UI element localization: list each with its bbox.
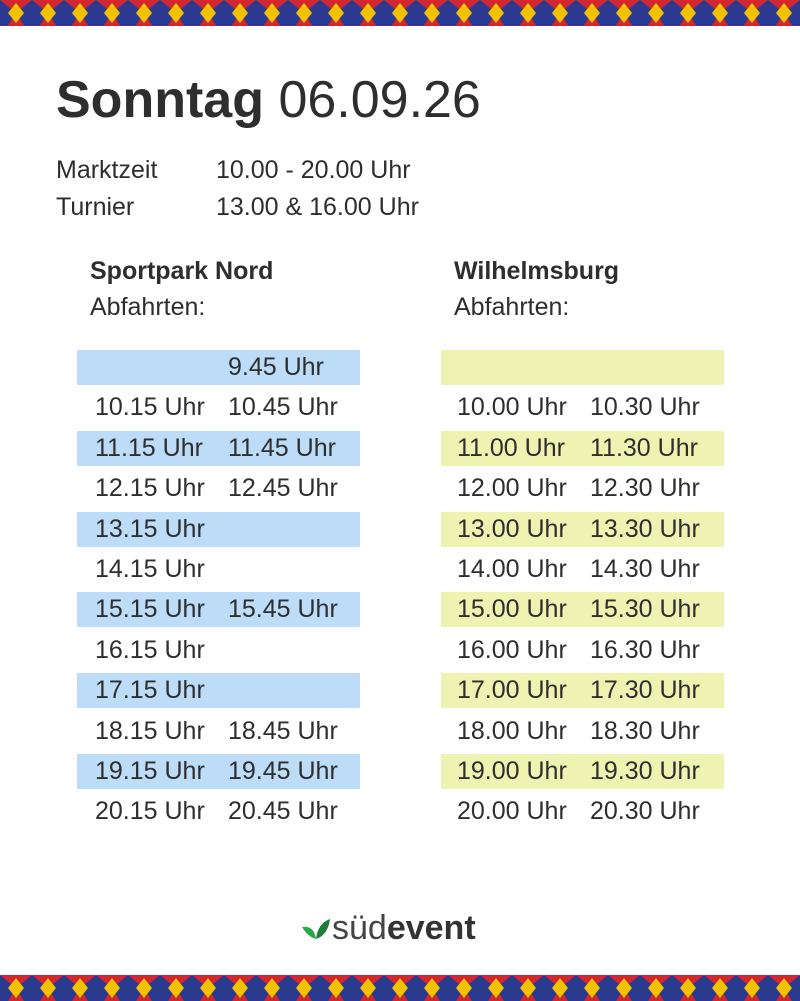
column-title: Sportpark Nord [90,257,274,285]
row-highlight [77,350,360,385]
departure-time: 20.00 Uhr [457,797,567,826]
departure-time: 17.00 Uhr [457,676,567,705]
departure-time: 10.30 Uhr [590,393,700,422]
departure-time: 16.15 Uhr [95,635,205,664]
departure-time: 15.00 Uhr [457,595,567,624]
departure-time: 13.30 Uhr [590,514,700,543]
row-highlight [77,673,360,709]
row-highlight [441,430,724,466]
departure-time: 19.45 Uhr [228,757,338,785]
departure-time: 10.00 Uhr [457,393,567,422]
column-title: Wilhelmsburg [454,257,620,285]
departure-time: 13.00 Uhr [457,514,567,543]
departure-time: 11.15 Uhr [95,433,203,462]
departure-time: 19.30 Uhr [590,757,700,785]
departure-time: 16.30 Uhr [590,635,700,664]
row-highlight [77,511,360,547]
row-highlight [441,754,724,789]
departure-time: 11.00 Uhr [457,433,565,462]
departure-time: 14.30 Uhr [590,555,700,583]
departure-time: 10.45 Uhr [228,393,338,422]
column-label: Abfahrten: [454,293,570,321]
departure-time: 18.15 Uhr [95,716,205,745]
departure-time: 13.15 Uhr [95,514,205,543]
day: Sonntag [56,71,264,129]
departure-time: 16.00 Uhr [457,635,567,664]
departure-time: 10.15 Uhr [95,393,205,422]
logo: südevent [300,908,476,948]
row-highlight [77,592,360,628]
departure-time: 12.30 Uhr [590,474,700,503]
departure-time: 15.15 Uhr [95,595,205,624]
row-highlight [77,754,360,789]
row-highlight [441,511,724,547]
departure-time: 19.00 Uhr [457,757,567,785]
departure-time: 12.00 Uhr [457,474,567,503]
row-highlight [441,673,724,709]
departure-time: 11.45 Uhr [228,433,336,462]
top-border [0,0,800,26]
logo-event: event [386,909,476,947]
bottom-border [0,975,800,1001]
departure-time: 14.15 Uhr [95,555,205,583]
departure-time: 15.30 Uhr [590,595,700,624]
row-highlight [77,430,360,466]
departure-time: 20.30 Uhr [590,797,700,826]
departure-time: 18.00 Uhr [457,716,567,745]
row-highlight [441,350,724,385]
info-value: 13.00 & 16.00 Uhr [216,193,419,221]
info-label: Turnier [56,193,135,221]
departure-time: 17.15 Uhr [95,676,205,705]
departure-time: 20.45 Uhr [228,797,338,826]
departure-time: 9.45 Uhr [228,353,324,381]
date: 06.09.26 [278,71,481,129]
title: Sonntag 06.09.26 [56,70,481,130]
column-label: Abfahrten: [90,293,206,321]
departure-time: 11.30 Uhr [590,433,698,462]
departure-time: 17.30 Uhr [590,676,700,705]
info-value: 10.00 - 20.00 Uhr [216,156,411,184]
departure-time: 14.00 Uhr [457,555,567,583]
logo-icon [302,919,330,939]
departure-time: 12.45 Uhr [228,474,338,503]
departure-time: 20.15 Uhr [95,797,205,826]
info-label: Marktzeit [56,156,158,184]
logo-sud: süd [332,909,387,947]
departure-time: 12.15 Uhr [95,474,205,503]
departure-time: 19.15 Uhr [95,757,205,785]
departure-time: 18.30 Uhr [590,716,700,745]
departure-time: 18.45 Uhr [228,716,338,745]
departure-time: 15.45 Uhr [228,595,338,624]
row-highlight [441,592,724,628]
